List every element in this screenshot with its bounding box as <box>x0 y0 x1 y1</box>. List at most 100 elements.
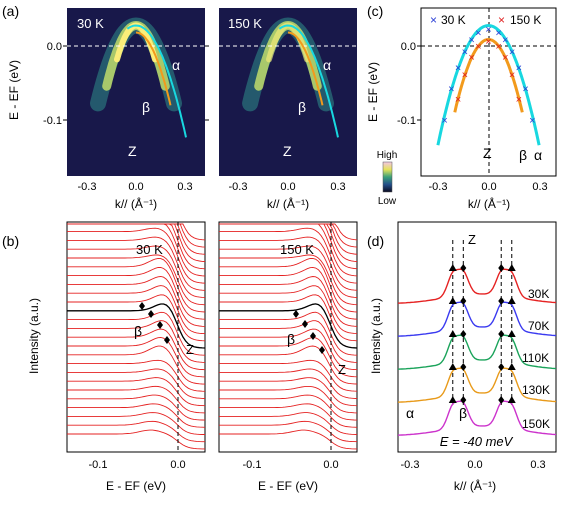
edc-curve-0-4 <box>67 394 206 421</box>
mdc-marker-1-0 <box>448 297 457 304</box>
c-point-1-4: × <box>485 36 491 48</box>
edc-curve-1-7 <box>219 368 358 399</box>
edc-curve-1-18 <box>219 266 358 320</box>
edc-curve-0-3 <box>67 403 206 428</box>
edc-curve-1-16 <box>219 285 358 335</box>
edc-curves <box>67 223 358 450</box>
edc-marker-1-2 <box>310 332 316 340</box>
edc-curve-0-11 <box>67 328 206 371</box>
c-beta-label: β <box>519 147 527 163</box>
mdc-marker-1-2 <box>498 297 505 305</box>
edc-marker-0-1 <box>148 310 154 318</box>
d-beta-label: β <box>459 405 467 421</box>
mdc-marker-1-3 <box>507 297 516 304</box>
c-data: ×××××× × ×××××××××× × ×××× <box>436 23 541 146</box>
a-xtick-150k-2: 0.3 <box>330 181 345 193</box>
alpha-label-150k: α <box>323 57 331 73</box>
edc-curve-1-3 <box>219 403 358 428</box>
c-point-0-9: × <box>509 46 515 58</box>
edc-curve-1-23 <box>219 227 358 284</box>
a-xtick-150k-1: 0.0 <box>280 181 295 193</box>
edc-curve-1-29 <box>219 223 358 241</box>
edc-curve-0-7 <box>67 368 206 399</box>
d-energy-note: E = -40 meV <box>440 434 514 449</box>
panel-a: 30 K 150 K α β Z α β Z 0.0 -0.1 E - EF (… <box>7 8 397 211</box>
edc-marker-0-3 <box>164 336 170 344</box>
c-point-0-5: × <box>475 28 481 40</box>
d-label-110k: 110K <box>522 351 549 365</box>
edc-curve-1-2 <box>219 412 358 435</box>
alpha-label-30k: α <box>172 57 180 73</box>
c-fit-beta <box>453 37 524 113</box>
b-beta-30k: β <box>134 323 142 339</box>
b-xlabel-150k: E - EF (eV) <box>258 479 318 493</box>
edc-curve-1-10 <box>219 337 358 378</box>
edc-curve-0-12 <box>67 320 206 363</box>
edc-curve-1-20 <box>219 254 358 306</box>
edc-marker-1-0 <box>293 310 299 318</box>
b-ylabel: Intensity (a.u.) <box>27 298 41 374</box>
edc-curve-0-19 <box>67 257 206 313</box>
edc-curve-0-1 <box>67 420 205 443</box>
z-label-150k: Z <box>283 143 292 159</box>
band-fit-β-0 <box>135 31 172 106</box>
mdc-marker-4-2 <box>498 396 505 404</box>
beta-label-30k: β <box>142 99 150 115</box>
mdc-marker-3-2 <box>498 363 505 371</box>
a-xlabel-150k: k// (Å⁻¹) <box>267 196 309 211</box>
c-fit-alpha <box>436 23 541 146</box>
mdc-marker-0-0 <box>448 264 457 271</box>
c-point-1-7: × <box>509 70 515 82</box>
d-z-label: Z <box>468 232 476 247</box>
edc-curve-1-8 <box>219 359 358 392</box>
b-temp-30k: 30 K <box>136 242 163 257</box>
mdc-marker-0-1 <box>460 264 467 272</box>
edc-curve-1-13 <box>219 311 358 356</box>
c-point-1-5: × <box>495 41 501 53</box>
panel-b-label: (b) <box>2 233 19 249</box>
mdc-marker-0-3 <box>507 264 516 271</box>
edc-curve-1-22 <box>219 236 358 291</box>
c-ytick-0: 0.0 <box>401 41 416 53</box>
c-point-0-0: × <box>441 115 447 127</box>
edc-marker-1-1 <box>302 320 308 328</box>
edc-curve-0-6 <box>67 377 206 407</box>
edc-curve-0-10 <box>67 337 206 378</box>
mdc-curve-130K <box>397 367 557 403</box>
colorbar <box>382 161 393 193</box>
edc-curve-1-15 <box>219 294 358 342</box>
d-label-150k: 150K <box>522 417 550 431</box>
edc-curve-0-8 <box>67 359 206 392</box>
d-xlabel: k// (Å⁻¹) <box>454 478 496 493</box>
edc-marker-1-3 <box>319 346 325 354</box>
c-point-1-3: × <box>475 41 481 53</box>
edc-marker-0-2 <box>157 321 163 329</box>
edc-curve-0-14 <box>67 303 206 349</box>
c-point-0-8: × <box>502 35 508 47</box>
d-xtick-1: 0.0 <box>467 459 482 471</box>
panel-d: Z α β E = -40 meV 30K 70K 110K 130K 150K… <box>369 221 557 493</box>
mdc-marker-2-1 <box>460 330 467 338</box>
c-point-0-2: × <box>455 63 461 75</box>
band-fit-α-0 <box>126 24 187 138</box>
edc-curve-1-4 <box>219 394 358 421</box>
panel-b: 30 K 150 K β Z β Z -0.1 0.0 -0.1 0.0 E -… <box>27 221 358 493</box>
edc-curve-0-15 <box>67 294 206 342</box>
edc-curve-1-11 <box>219 328 358 371</box>
panel-c-label: (c) <box>367 3 383 19</box>
mdc-marker-4-0 <box>448 396 457 403</box>
mdc-curves <box>397 240 557 436</box>
edc-curve-0-29 <box>67 223 206 241</box>
edc-curve-0-13 <box>67 311 206 356</box>
c-point-0-6: × <box>485 24 491 36</box>
a-xtick-30k-0: -0.3 <box>78 181 97 193</box>
mdc-marker-2-2 <box>498 330 505 338</box>
edc-curve-0-18 <box>67 267 206 320</box>
c-point-1-0: × <box>455 94 461 106</box>
c-point-0-10: × <box>516 63 522 75</box>
a-ytick-1: -0.1 <box>43 115 62 127</box>
d-label-70k: 70K <box>528 319 549 333</box>
d-label-130k: 130K <box>522 383 550 397</box>
edc-curve-0-2 <box>67 412 205 435</box>
a-ytick-0: 0.0 <box>47 41 62 53</box>
